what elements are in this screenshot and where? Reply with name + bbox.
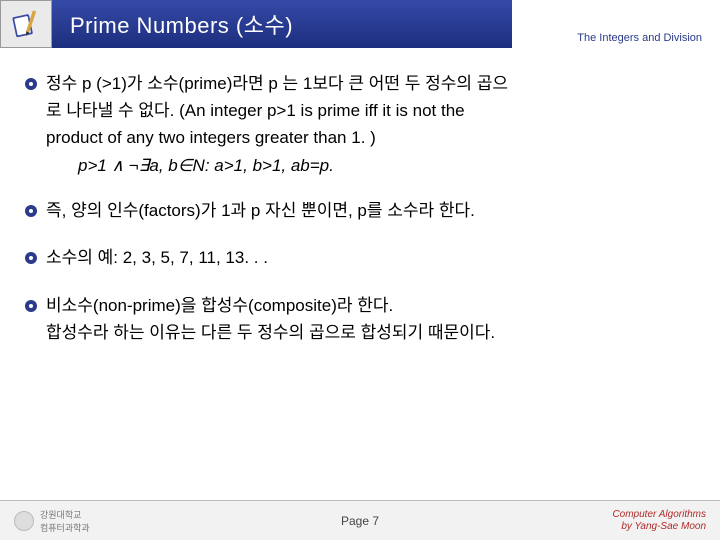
slide-footer: 강원대학교컴퓨터과학과 Page 7 Computer Algorithms b… [0,500,720,540]
slide-header: Prime Numbers (소수) The Integers and Divi… [0,0,720,48]
formula-line: p>1 ∧ ¬∃a, b∈N: a>1, b>1, ab=p. [46,156,334,175]
slide-subtitle: The Integers and Division [577,32,702,44]
header-right-box: The Integers and Division [512,0,720,48]
bullet-text: 비소수(non-prime)을 합성수(composite)라 한다. 합성수라… [46,292,696,346]
page-number: Page 7 [341,514,379,528]
bullet-item: 소수의 예: 2, 3, 5, 7, 11, 13. . . [24,244,696,274]
bullet-text: 즉, 양의 인수(factors)가 1과 p 자신 뿐이면, p를 소수라 한… [46,197,696,227]
book-pencil-icon [9,7,43,41]
footer-logo: 강원대학교컴퓨터과학과 [0,508,120,534]
header-icon-box [0,0,52,48]
slide-title: Prime Numbers (소수) [70,8,293,40]
header-title-box: Prime Numbers (소수) [52,0,512,48]
bullet-item: 비소수(non-prime)을 합성수(composite)라 한다. 합성수라… [24,292,696,346]
bullet-icon [24,244,46,274]
bullet-icon [24,70,46,179]
bullet-item: 정수 p (>1)가 소수(prime)라면 p 는 1보다 큰 어떤 두 정수… [24,70,696,179]
university-logo-icon [14,511,34,531]
bullet-text: 정수 p (>1)가 소수(prime)라면 p 는 1보다 큰 어떤 두 정수… [46,70,696,179]
bullet-text: 소수의 예: 2, 3, 5, 7, 11, 13. . . [46,244,696,274]
bullet-icon [24,197,46,227]
footer-logo-text: 강원대학교컴퓨터과학과 [40,508,90,534]
bullet-item: 즉, 양의 인수(factors)가 1과 p 자신 뿐이면, p를 소수라 한… [24,197,696,227]
bullet-icon [24,292,46,346]
footer-credit: Computer Algorithms by Yang-Sae Moon [612,509,706,533]
slide-content: 정수 p (>1)가 소수(prime)라면 p 는 1보다 큰 어떤 두 정수… [0,48,720,346]
